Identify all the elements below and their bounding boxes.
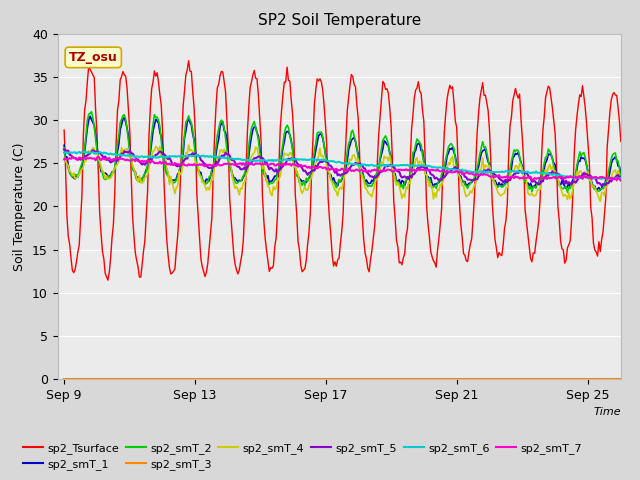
sp2_smT_5 — [227, 156, 235, 162]
sp2_smT_2 — [88, 109, 95, 115]
Line: sp2_smT_6: sp2_smT_6 — [64, 152, 621, 179]
sp2_smT_7 — [95, 154, 102, 159]
sp2_smT_3 — [617, 376, 625, 382]
sp2_smT_1 — [617, 170, 625, 176]
sp2_smT_6 — [228, 156, 236, 161]
sp2_smT_1 — [86, 113, 94, 119]
sp2_smT_4 — [617, 175, 625, 180]
sp2_Tsurface — [60, 127, 68, 133]
sp2_smT_2 — [371, 178, 378, 183]
sp2_smT_2 — [453, 164, 461, 169]
sp2_smT_1 — [469, 178, 477, 183]
sp2_Tsurface — [104, 277, 112, 283]
sp2_smT_7 — [563, 175, 570, 181]
sp2_smT_5 — [369, 174, 377, 180]
sp2_Tsurface — [185, 58, 193, 63]
sp2_smT_7 — [248, 160, 255, 166]
sp2_Tsurface — [454, 159, 462, 165]
sp2_smT_6 — [563, 173, 570, 179]
sp2_Tsurface — [372, 205, 380, 211]
sp2_smT_4 — [185, 142, 193, 148]
sp2_smT_5 — [561, 181, 568, 187]
sp2_Tsurface — [617, 139, 625, 144]
Line: sp2_smT_4: sp2_smT_4 — [64, 145, 621, 201]
sp2_smT_6 — [469, 169, 477, 175]
sp2_smT_1 — [228, 171, 236, 177]
sp2_smT_6 — [617, 175, 625, 180]
sp2_smT_3 — [369, 376, 377, 382]
Line: sp2_smT_7: sp2_smT_7 — [64, 156, 621, 180]
sp2_smT_7 — [617, 178, 625, 183]
sp2_smT_3 — [451, 376, 459, 382]
Line: sp2_smT_1: sp2_smT_1 — [64, 116, 621, 191]
sp2_smT_7 — [469, 171, 477, 177]
sp2_smT_6 — [371, 163, 378, 168]
sp2_smT_7 — [60, 156, 68, 162]
sp2_smT_5 — [617, 174, 625, 180]
sp2_smT_5 — [451, 164, 459, 170]
sp2_smT_1 — [60, 143, 68, 148]
Text: Time: Time — [593, 407, 621, 417]
sp2_smT_6 — [248, 157, 255, 163]
sp2_smT_4 — [60, 155, 68, 161]
sp2_smT_1 — [371, 173, 378, 179]
sp2_smT_2 — [564, 189, 572, 195]
Line: sp2_smT_2: sp2_smT_2 — [64, 112, 621, 192]
sp2_smT_7 — [613, 178, 621, 183]
Line: sp2_smT_5: sp2_smT_5 — [64, 149, 621, 186]
sp2_Tsurface — [230, 252, 237, 257]
sp2_smT_2 — [248, 125, 255, 131]
sp2_smT_4 — [371, 182, 378, 188]
sp2_smT_6 — [60, 150, 68, 156]
sp2_Tsurface — [470, 193, 478, 199]
Title: SP2 Soil Temperature: SP2 Soil Temperature — [257, 13, 421, 28]
sp2_smT_3 — [60, 376, 68, 382]
Y-axis label: Soil Temperature (C): Soil Temperature (C) — [13, 142, 26, 271]
sp2_smT_4 — [453, 166, 461, 171]
sp2_smT_6 — [453, 167, 461, 173]
sp2_smT_4 — [248, 154, 255, 159]
sp2_smT_7 — [371, 167, 378, 172]
sp2_smT_1 — [248, 133, 255, 139]
sp2_smT_7 — [228, 161, 236, 167]
sp2_smT_3 — [561, 376, 568, 382]
Line: sp2_Tsurface: sp2_Tsurface — [64, 60, 621, 280]
sp2_smT_4 — [596, 198, 604, 204]
sp2_smT_7 — [453, 168, 461, 174]
sp2_smT_3 — [227, 376, 235, 382]
sp2_smT_1 — [593, 188, 600, 193]
Text: TZ_osu: TZ_osu — [69, 51, 118, 64]
sp2_smT_2 — [469, 178, 477, 183]
sp2_Tsurface — [564, 245, 572, 251]
sp2_smT_2 — [563, 184, 570, 190]
sp2_smT_3 — [246, 376, 254, 382]
sp2_smT_5 — [468, 177, 476, 183]
sp2_smT_2 — [60, 145, 68, 151]
Legend: sp2_Tsurface, sp2_smT_1, sp2_smT_2, sp2_smT_3, sp2_smT_4, sp2_smT_5, sp2_smT_6, : sp2_Tsurface, sp2_smT_1, sp2_smT_2, sp2_… — [19, 438, 587, 474]
sp2_smT_4 — [469, 186, 477, 192]
sp2_smT_6 — [598, 176, 605, 182]
sp2_smT_1 — [563, 186, 570, 192]
sp2_smT_3 — [468, 376, 476, 382]
sp2_smT_5 — [246, 161, 254, 167]
sp2_smT_1 — [453, 162, 461, 168]
sp2_Tsurface — [249, 72, 257, 78]
sp2_smT_5 — [598, 183, 605, 189]
sp2_smT_2 — [228, 173, 236, 179]
sp2_smT_5 — [60, 146, 68, 152]
sp2_smT_6 — [79, 149, 87, 155]
sp2_smT_2 — [617, 178, 625, 184]
sp2_smT_4 — [228, 175, 236, 180]
sp2_smT_4 — [563, 193, 570, 199]
